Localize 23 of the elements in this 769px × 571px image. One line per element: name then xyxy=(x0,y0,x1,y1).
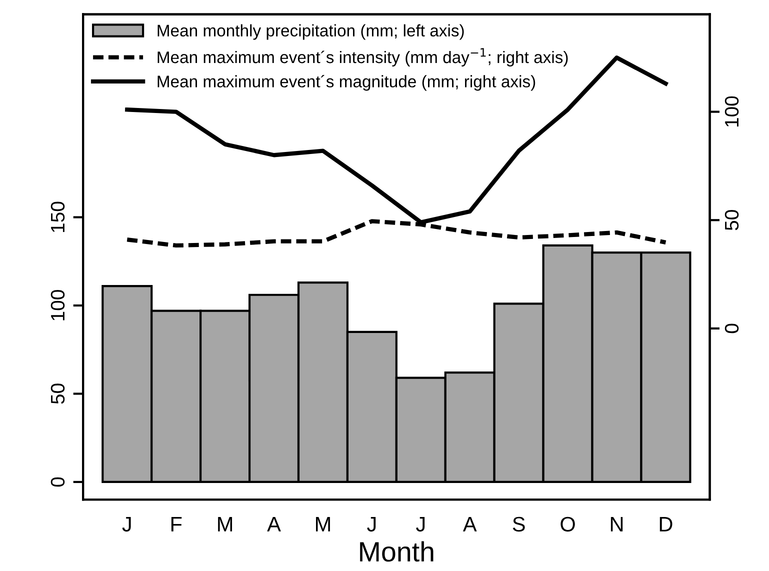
y-tick-label: 100 xyxy=(50,290,65,320)
y-tick-label: 50 xyxy=(50,384,65,404)
y2-tick-label: 50 xyxy=(724,210,739,230)
x-tick-label: M xyxy=(218,517,232,532)
legend-label: Mean monthly precipitation (mm; left axis) xyxy=(158,24,464,40)
legend-label: Mean maximum event´s intensity (mm day$^{−1}$; right axis) xyxy=(158,48,568,66)
y2-tick-label: 0 xyxy=(724,324,739,334)
x-tick-label: F xyxy=(171,517,182,532)
x-tick-label: A xyxy=(267,517,281,532)
y-tick-label: 0 xyxy=(50,477,65,487)
y2-tick-label: 100 xyxy=(724,96,739,127)
x-tick-label: J xyxy=(416,517,425,532)
x-tick-label: D xyxy=(660,517,672,532)
x-tick-label: O xyxy=(560,516,575,532)
x-tick-label: J xyxy=(122,517,131,532)
x-tick-label: N xyxy=(610,517,623,532)
x-axis-title: Month xyxy=(360,541,434,562)
x-tick-label: J xyxy=(367,517,376,532)
legend-label: Mean maximum event´s magnitude (mm; right axis) xyxy=(158,74,536,91)
x-tick-label: S xyxy=(512,516,525,532)
x-tick-label: M xyxy=(316,517,330,532)
y-tick-label: 150 xyxy=(50,202,65,232)
x-tick-label: A xyxy=(462,517,477,532)
